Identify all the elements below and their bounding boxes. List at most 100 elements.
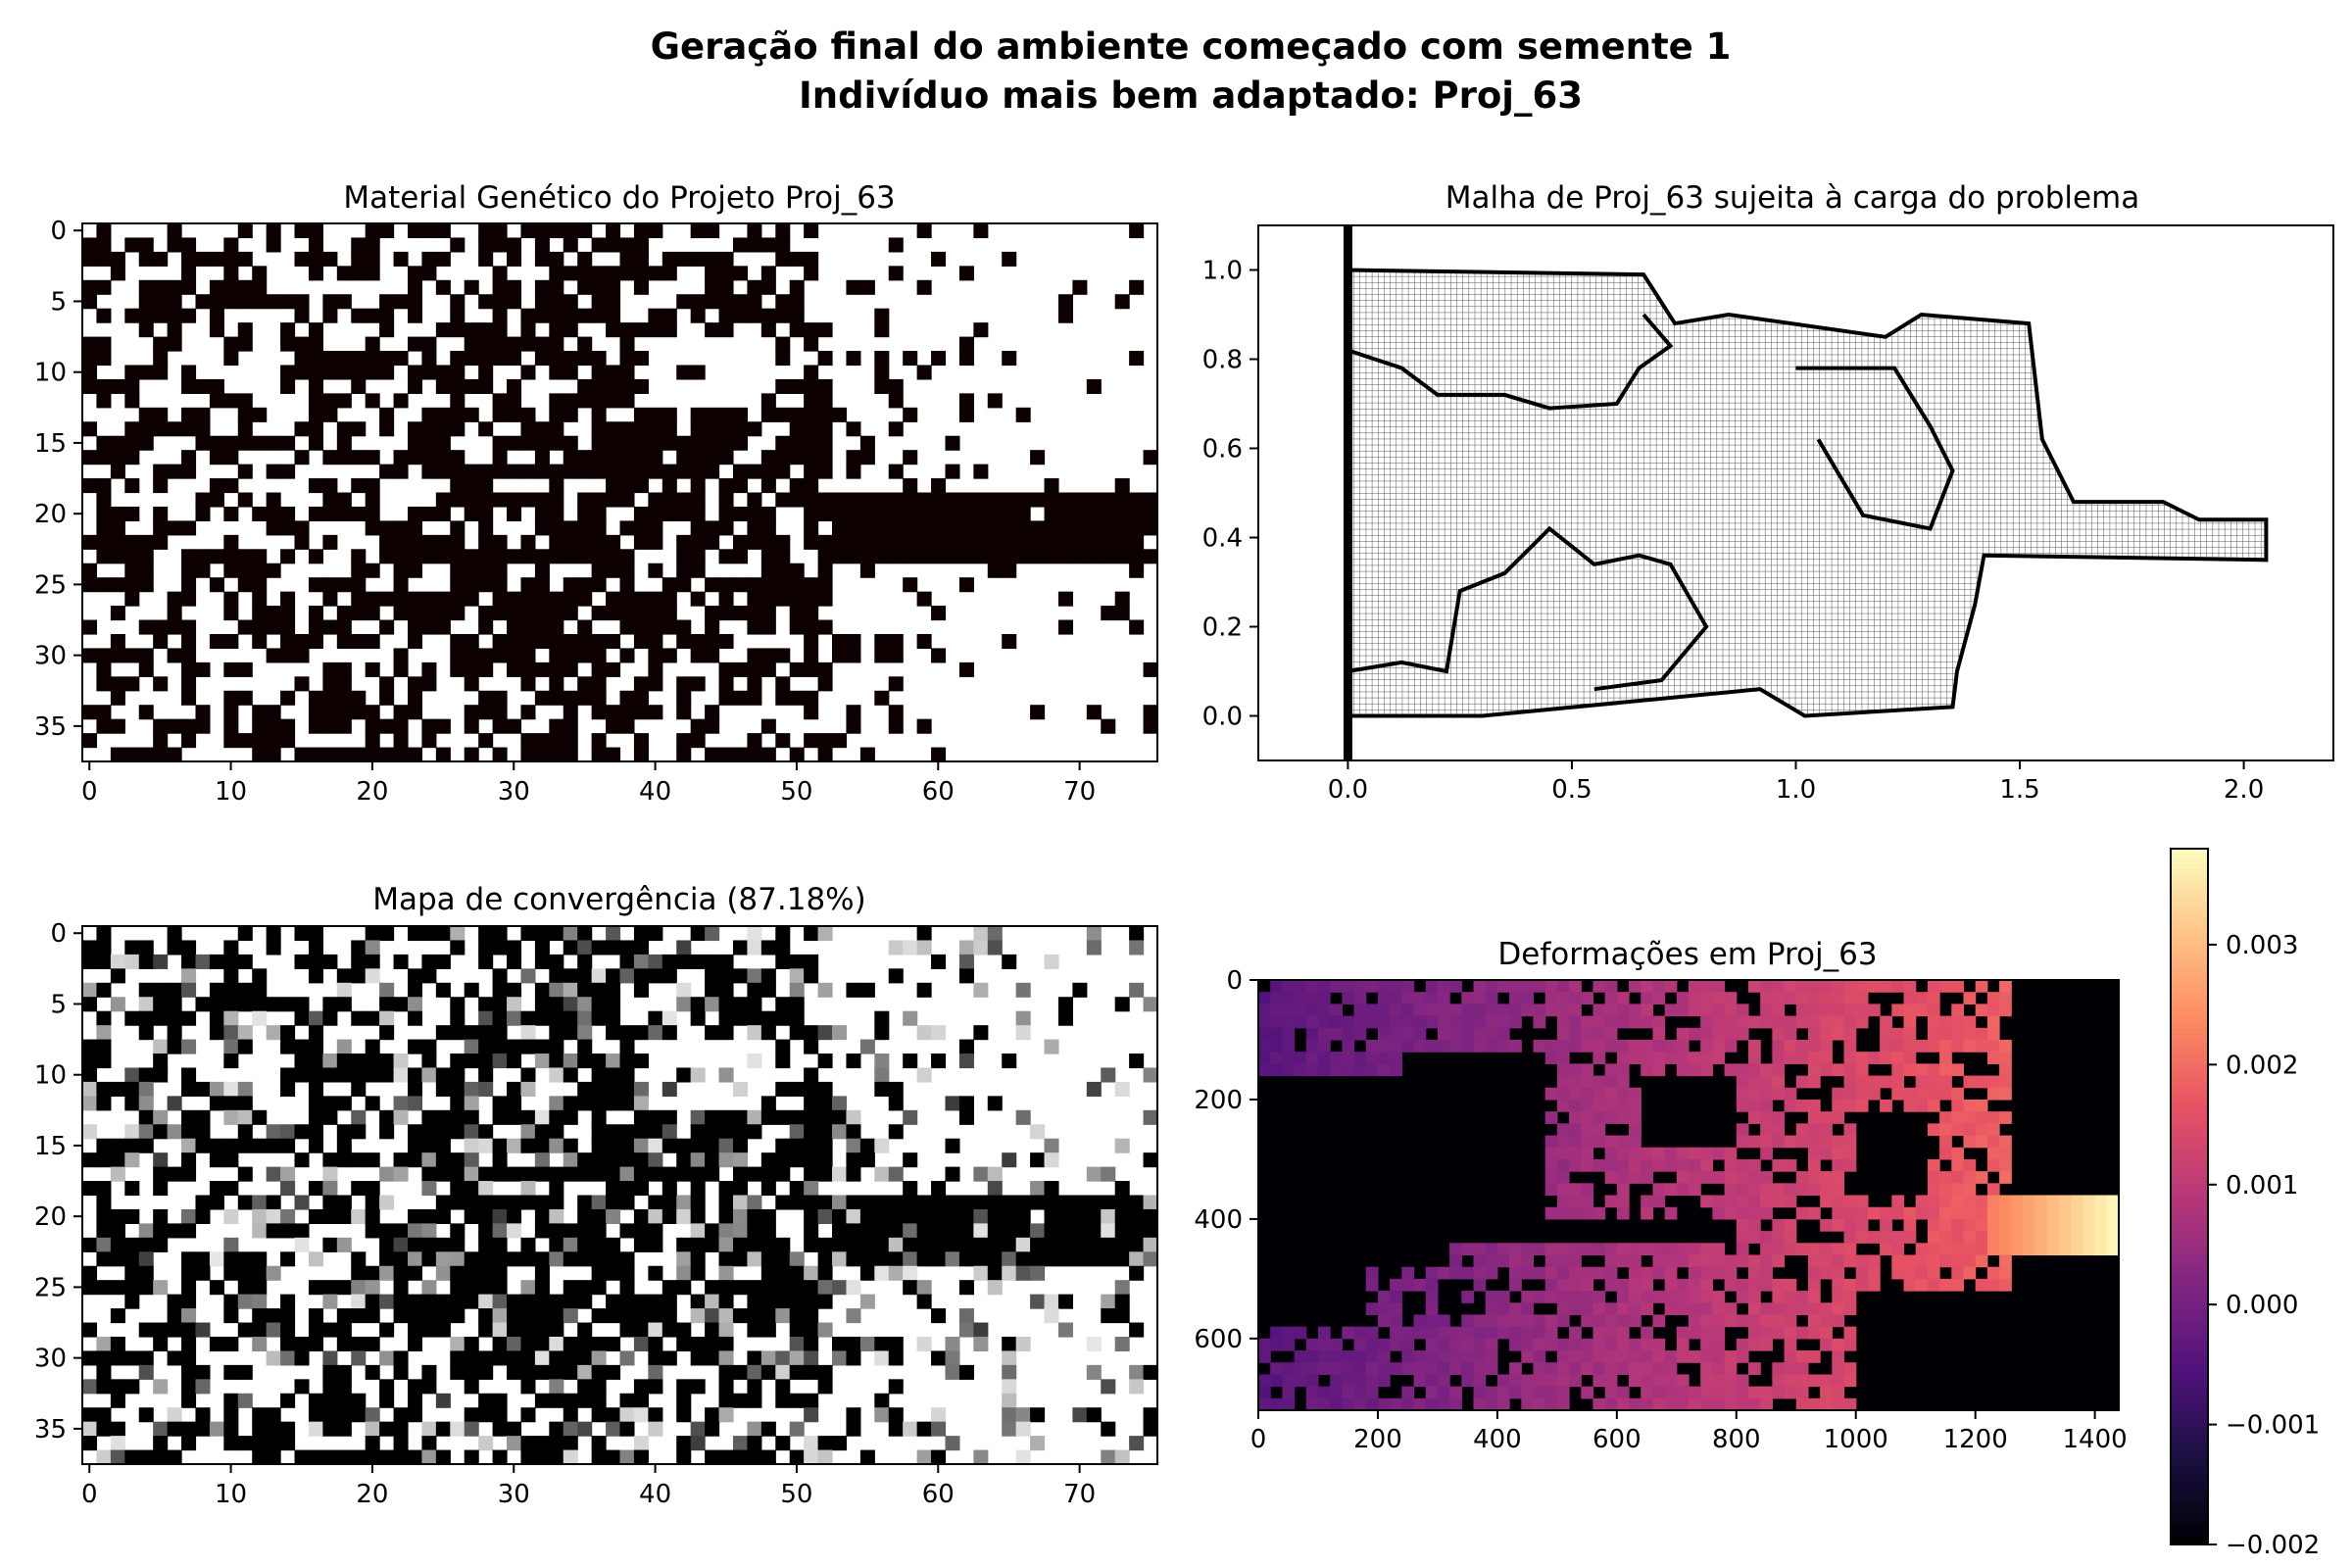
deformation-cell [1927,1254,1940,1268]
material-cell [577,351,593,367]
deformation-cell [1975,1075,1988,1089]
convergence-cell [690,1223,706,1239]
deformation-cell [1616,1326,1630,1340]
deformation-cell [1629,1397,1642,1411]
convergence-cell [237,1294,253,1309]
material-cell [492,266,508,281]
convergence-cell [308,1067,323,1083]
material-cell [252,705,268,720]
material-cell [110,506,125,521]
material-cell [450,534,466,550]
deformation-cell [1676,992,1690,1004]
material-cell [1072,534,1088,550]
deformation-cell [1832,1195,1845,1208]
material-cell [195,407,211,422]
material-cell [478,294,494,310]
deformation-cell [1437,1374,1450,1388]
convergence-cell [379,926,395,942]
deformation-cell [1700,1362,1713,1376]
material-cell [591,237,607,253]
material-cell [718,549,734,564]
convergence-cell [958,1109,974,1125]
deformation-cell [1556,1397,1570,1411]
material-cell [209,322,224,338]
convergence-cell [407,968,423,984]
deformation-cell [1939,1195,1952,1208]
deformation-cell [1592,1314,1606,1328]
material-cell [775,351,791,367]
material-cell [591,421,607,437]
convergence-cell [492,1294,508,1309]
convergence-cell [789,1138,805,1153]
convergence-cell [252,1449,268,1465]
deformation-cell [1736,1063,1749,1077]
deformation-cell [1747,1063,1761,1077]
convergence-cell [1129,1195,1145,1210]
convergence-cell [252,1421,268,1437]
material-cell [478,478,494,494]
convergence-cell [577,1379,593,1395]
convergence-cell [903,1421,918,1437]
material-cell [365,450,380,466]
deformation-cell [1843,1027,1857,1041]
material-cell [945,506,960,521]
convergence-cell [648,1364,663,1380]
deformation-cell [1986,1231,2000,1244]
material-cell [732,506,748,521]
convergence-cell [747,1436,762,1451]
material-cell [606,223,621,239]
convergence-cell [153,1421,169,1437]
material-cell [747,690,762,706]
convergence-cell [110,1280,125,1296]
deformation-cell [1592,1266,1606,1280]
convergence-cell [534,1449,550,1465]
deformation-cell [1700,1374,1713,1388]
deformation-cell [1282,1039,1296,1053]
convergence-cell [549,1379,564,1395]
convergence-cell [421,1124,437,1140]
material-cell [280,435,296,451]
deformation-cell [1569,980,1582,993]
convergence-cell [606,1096,621,1111]
material-cell [407,223,423,239]
deformation-cell [1832,1099,1845,1112]
material-cell [945,492,960,508]
convergence-cell [549,1350,564,1366]
material-cell [760,450,776,466]
deformation-cell [1843,1087,1857,1101]
convergence-cell [478,1436,494,1451]
deformation-cell [1641,1158,1654,1172]
deformation-cell [1784,1243,1797,1256]
material-cell [181,577,197,593]
convergence-cell [336,1054,352,1069]
deformation-cell [1760,1195,1773,1208]
material-cell [958,336,974,352]
convergence-cell [718,1280,734,1296]
material-cell [789,435,805,451]
material-cell [888,676,904,692]
material-cell [859,520,875,536]
material-cell [958,407,974,422]
y-tick-label: 400 [1194,1205,1243,1235]
material-cell [760,478,776,494]
deformation-cell [1641,1063,1654,1077]
deformation-cell [1581,1158,1594,1172]
convergence-cell [322,1237,338,1252]
convergence-cell [662,1322,677,1338]
convergence-cell [492,940,508,956]
convergence-cell [266,1265,281,1281]
deformation-cell [1604,1314,1618,1328]
convergence-cell [492,1336,508,1352]
material-cell [662,619,677,635]
material-cell [223,662,239,677]
material-cell [648,633,663,650]
material-cell [223,733,239,749]
convergence-cell [577,1322,593,1338]
deformation-cell [1700,1004,1713,1017]
deformation-cell [1891,980,1905,993]
convergence-cell [421,1421,437,1437]
material-cell [846,421,861,437]
deformation-cell [1629,1135,1642,1149]
convergence-cell [450,997,466,1012]
